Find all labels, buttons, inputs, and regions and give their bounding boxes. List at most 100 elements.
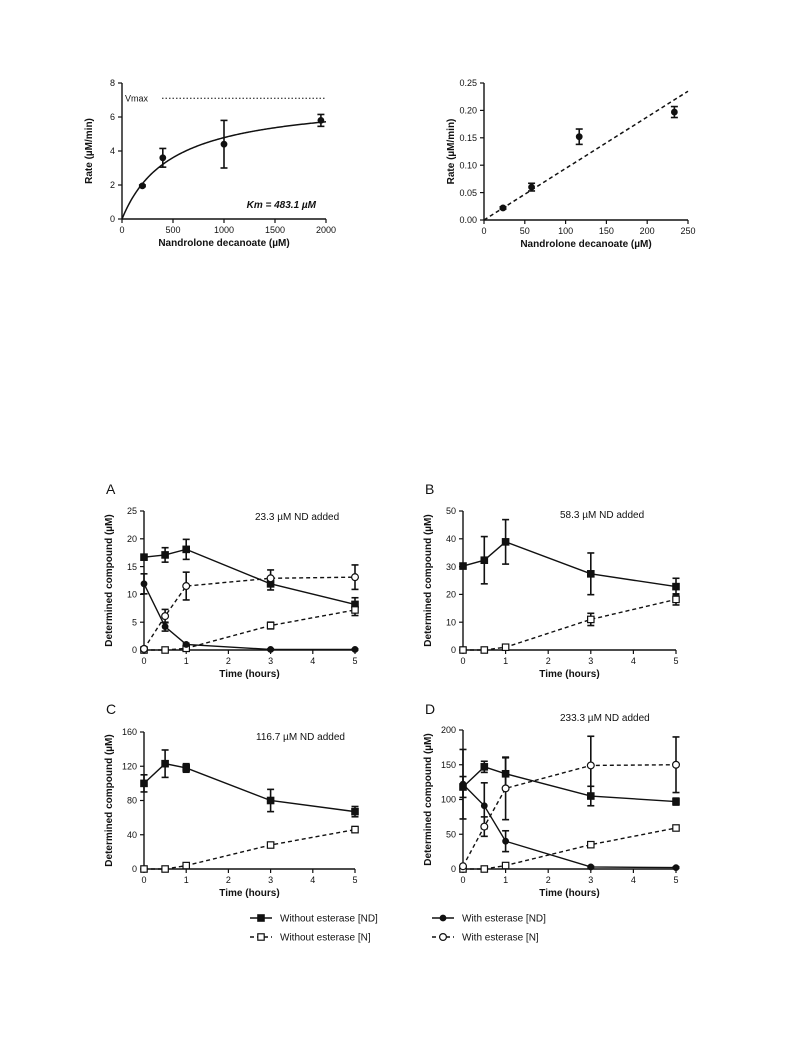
panel-letter: D — [425, 701, 435, 717]
y-tick-label: 10 — [446, 617, 456, 627]
data-point — [480, 865, 489, 873]
data-point — [499, 204, 507, 212]
data-point — [671, 760, 680, 769]
x-tick-label: 4 — [631, 875, 636, 885]
concentration-annotation: 58.3 µM ND added — [560, 510, 644, 521]
concentration-annotation: 116.7 µM ND added — [256, 732, 345, 743]
x-tick-label: 4 — [310, 875, 315, 885]
y-tick-label: 50 — [446, 829, 456, 839]
data-point — [351, 646, 359, 653]
x-axis-label: Nandrolone decanoate (µM) — [520, 239, 651, 250]
data-point — [182, 861, 191, 870]
x-tick-label: 200 — [640, 226, 655, 236]
x-tick-label: 5 — [352, 656, 357, 666]
data-point — [502, 837, 510, 845]
data-point — [140, 865, 148, 873]
series-line-with-esterase-n — [143, 576, 356, 650]
panel-a-chart: 0 1 2 3 4 5 0 5 10 15 20 25 Time (hours) Determined c… — [104, 481, 360, 680]
x-tick-label: 1500 — [265, 225, 285, 235]
x-tick-label: 4 — [310, 656, 315, 666]
data-point — [140, 779, 148, 788]
data-point — [182, 641, 190, 648]
legend-label: Without esterase [N] — [280, 933, 371, 944]
y-tick-label: 2 — [110, 180, 115, 190]
linear-rate-chart: 0 50 100 150 200 250 0.00 0.05 0.10 0.15 0.20 0.25 N… — [446, 78, 696, 250]
data-point — [140, 553, 148, 561]
legend-label: With esterase [N] — [462, 933, 539, 944]
data-point — [351, 825, 359, 834]
y-tick-label: 0 — [110, 214, 115, 224]
series-line-without-esterase-nd — [143, 762, 356, 813]
legend-marker — [439, 914, 447, 922]
y-tick-label: 4 — [110, 146, 115, 156]
x-tick-label: 0 — [460, 875, 465, 885]
data-point — [266, 796, 275, 805]
data-point — [351, 807, 359, 816]
data-point — [182, 582, 191, 591]
data-point — [161, 612, 170, 621]
legend-marker — [257, 933, 265, 941]
data-point — [220, 140, 228, 148]
concentration-annotation: 23.3 µM ND added — [255, 512, 339, 523]
data-point — [459, 646, 467, 654]
series-line-without-esterase-n — [463, 598, 677, 651]
legend-label: Without esterase [ND] — [280, 914, 378, 925]
x-tick-label: 2 — [226, 875, 231, 885]
y-tick-label: 150 — [441, 760, 456, 770]
data-point — [351, 606, 359, 614]
y-tick-label: 0.10 — [459, 160, 477, 170]
y-tick-label: 0.00 — [459, 215, 477, 225]
y-tick-label: 20 — [446, 590, 456, 600]
legend-marker — [257, 914, 265, 922]
x-axis-label: Nandrolone decanoate (µM) — [158, 238, 289, 249]
data-point — [480, 646, 489, 654]
x-tick-label: 0 — [141, 656, 146, 666]
series-line-without-esterase-nd — [462, 541, 677, 588]
x-tick-label: 5 — [673, 875, 678, 885]
x-axis-label: Time (hours) — [219, 669, 279, 680]
y-tick-label: 8 — [110, 78, 115, 88]
x-tick-label: 1 — [184, 875, 189, 885]
x-tick-label: 3 — [588, 875, 593, 885]
data-point — [501, 861, 510, 870]
data-point — [182, 545, 191, 554]
vmax-label: Vmax — [125, 93, 149, 103]
y-tick-label: 10 — [127, 590, 137, 600]
y-tick-label: 5 — [132, 617, 137, 627]
data-point — [672, 582, 680, 591]
data-point — [501, 784, 510, 793]
data-point — [459, 780, 467, 788]
y-axis-label: Rate (µM/min) — [84, 118, 95, 184]
panel-c-chart: 0 1 2 3 4 5 0 40 80 120 160 Time (hours) Determined … — [104, 701, 359, 899]
data-point — [670, 108, 678, 116]
y-tick-label: 40 — [446, 534, 456, 544]
michaelis-menten-chart: 0 500 1000 1500 2000 0 2 4 6 8 Nandrolone decanoat… — [84, 78, 336, 249]
x-tick-label: 5 — [352, 875, 357, 885]
data-point — [586, 761, 595, 770]
y-axis-label: Determined compound (µM) — [104, 514, 115, 646]
x-tick-label: 0 — [481, 226, 486, 236]
y-tick-label: 0.20 — [459, 106, 477, 116]
data-point — [480, 556, 489, 565]
data-point — [161, 646, 169, 654]
legend-marker — [439, 932, 448, 941]
x-axis-label: Time (hours) — [539, 669, 599, 680]
y-tick-label: 15 — [127, 562, 137, 572]
series-line-without-esterase-n — [144, 609, 356, 651]
x-tick-label: 0 — [460, 656, 465, 666]
data-point — [672, 864, 680, 872]
x-tick-label: 1 — [184, 656, 189, 666]
data-point — [159, 154, 167, 162]
x-tick-label: 2 — [546, 875, 551, 885]
y-tick-label: 25 — [127, 506, 137, 516]
y-axis-label: Rate (µM/min) — [446, 119, 457, 185]
series-line-with-esterase-nd — [462, 783, 677, 869]
y-tick-label: 80 — [127, 796, 137, 806]
data-point — [586, 840, 595, 849]
y-tick-label: 0.15 — [459, 133, 477, 143]
y-tick-label: 0 — [132, 864, 137, 874]
x-tick-label: 3 — [268, 875, 273, 885]
data-point — [575, 133, 583, 141]
